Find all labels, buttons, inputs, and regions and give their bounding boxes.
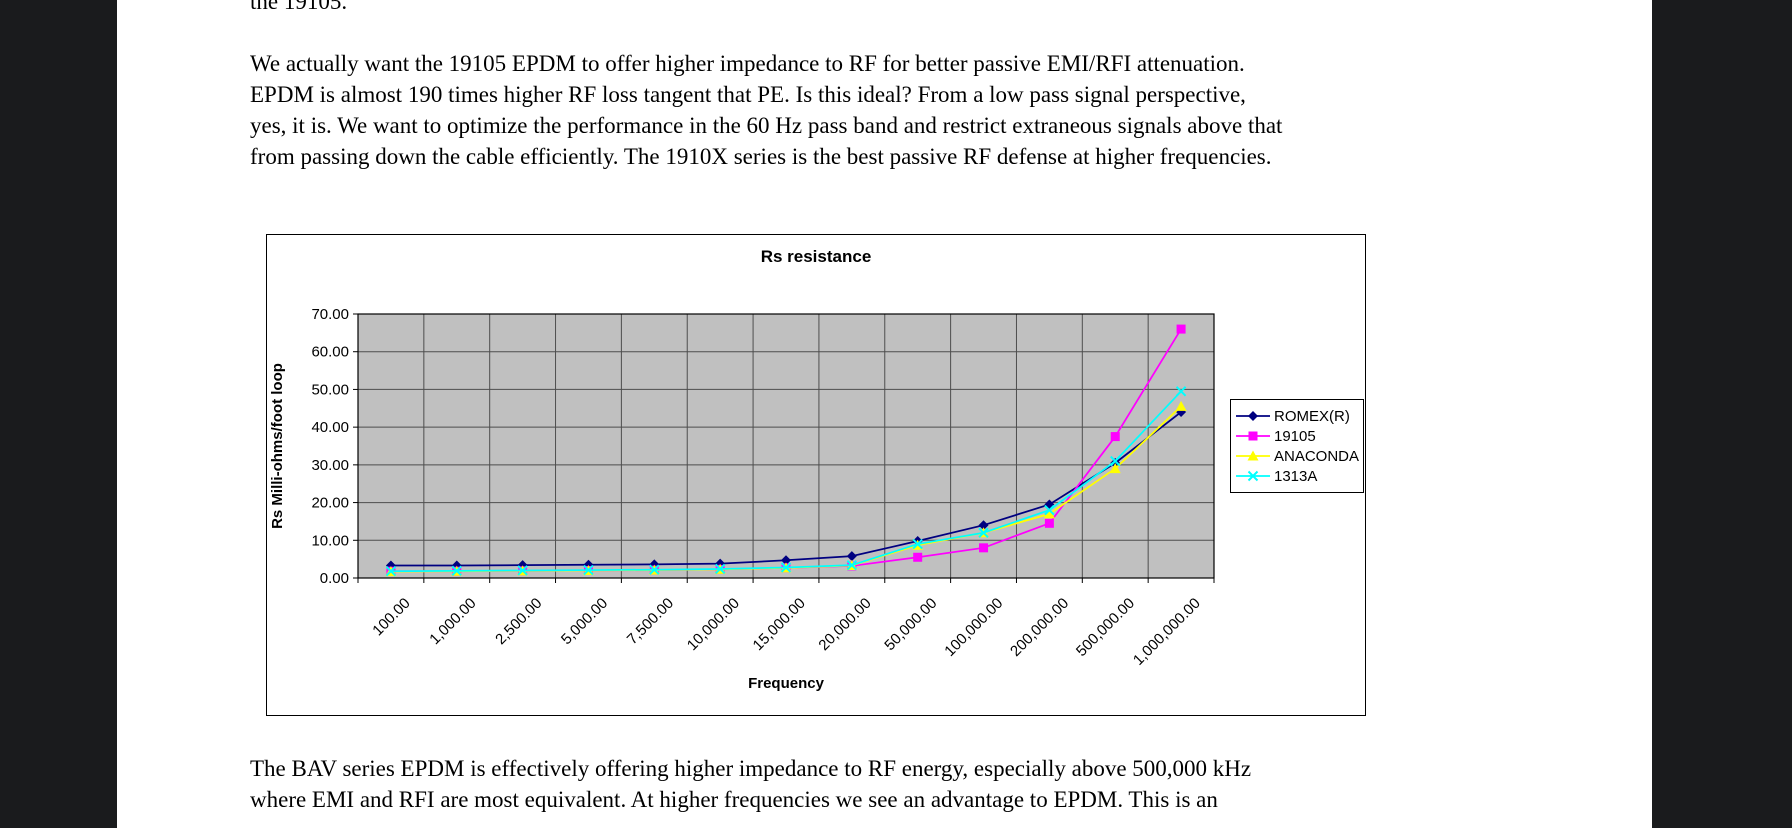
body-text-line: where EMI and RFI are most equivalent. A…: [250, 787, 1218, 812]
legend-marker-icon: [1236, 431, 1270, 441]
y-tick-label: 0.00: [320, 570, 349, 587]
diamond-marker: [385, 560, 396, 571]
y-tick-label: 40.00: [311, 419, 349, 436]
y-tick-label: 70.00: [311, 306, 349, 323]
legend-item: ANACONDA: [1236, 446, 1359, 466]
x-marker: [1247, 470, 1259, 482]
rs-resistance-chart: Rs resistance Rs Milli-ohms/foot loop 0.…: [266, 234, 1366, 716]
body-text-line: yes, it is. We want to optimize the perf…: [250, 113, 1283, 138]
chart-plot-area: 0.00 10.00 20.00 30.00 40.00 50.00 60.00 70.00 1…: [311, 306, 1215, 669]
x-marker: [912, 538, 923, 550]
x-tick-label: 1,000,000.00: [1130, 595, 1204, 669]
chart-legend: ROMEX(R) 19105 ANACONDA 1313A: [1230, 399, 1364, 493]
square-marker: [1176, 324, 1186, 334]
diamond-marker: [1248, 411, 1258, 421]
x-tick-label: 5,000.00: [558, 595, 611, 648]
triangle-marker: [1175, 400, 1187, 411]
x-marker: [385, 566, 397, 577]
diamond-marker: [978, 520, 989, 531]
plot-border: [357, 313, 1215, 579]
legend-marker-icon: [1236, 411, 1270, 421]
body-text-line: the 19105.: [250, 0, 348, 14]
document-page: the 19105. We actually want the 19105 EP…: [117, 0, 1652, 828]
x-marker: [780, 562, 792, 573]
plot-background: [358, 314, 1214, 578]
chart-title: Rs resistance: [760, 247, 872, 266]
y-tick-label: 10.00: [311, 532, 349, 549]
square-marker: [1248, 431, 1258, 441]
y-tick-label: 60.00: [311, 344, 349, 361]
legend-label: ANACONDA: [1274, 447, 1360, 465]
square-marker: [1110, 432, 1120, 442]
x-tick-label: 200,000.00: [1007, 595, 1072, 660]
x-tick-label: 1,000.00: [426, 595, 479, 648]
x-tick-label: 100.00: [369, 595, 413, 639]
x-tick-label: 2,500.00: [492, 595, 545, 648]
x-marker: [583, 564, 594, 576]
triangle-marker: [1043, 508, 1055, 519]
x-marker: [1110, 455, 1121, 467]
diamond-marker: [451, 560, 462, 571]
x-tick-label: 7,500.00: [624, 595, 677, 648]
triangle-marker: [1247, 450, 1259, 461]
legend-label: 1313A: [1274, 467, 1318, 485]
square-marker: [1044, 518, 1054, 528]
legend-label: 19105: [1274, 427, 1316, 445]
body-text-line: We actually want the 19105 EPDM to offer…: [250, 51, 1245, 76]
square-marker: [913, 552, 923, 562]
x-tick-label: 15,000.00: [750, 595, 809, 654]
x-marker: [517, 565, 528, 576]
x-marker: [846, 559, 858, 571]
diamond-marker: [1176, 407, 1187, 418]
paragraph-1: We actually want the 19105 EPDM to offer…: [250, 48, 1652, 172]
x-tick-label: 100,000.00: [941, 595, 1006, 660]
body-text-line: The BAV series EPDM is effectively offer…: [250, 756, 1252, 781]
x-marker: [451, 565, 462, 577]
x-marker: [714, 563, 726, 575]
paragraph-2: The BAV series EPDM is effectively offer…: [250, 753, 1652, 815]
x-tick-label: 500,000.00: [1073, 595, 1138, 660]
triangle-marker: [1109, 463, 1121, 474]
clipped-text-line: the 19105.: [250, 0, 1652, 17]
y-tick-label: 30.00: [311, 457, 349, 474]
x-tick-label: 50,000.00: [881, 595, 940, 654]
legend-marker-icon: [1236, 450, 1270, 461]
legend-item: 19105: [1236, 426, 1359, 446]
x-tick-label: 20,000.00: [815, 595, 874, 654]
diamond-marker: [846, 551, 857, 562]
x-tick-label: 10,000.00: [684, 595, 743, 654]
body-text-line: from passing down the cable efficiently.…: [250, 144, 1272, 169]
x-marker: [1044, 504, 1055, 516]
legend-label: ROMEX(R): [1274, 407, 1350, 425]
diamond-marker: [781, 555, 791, 566]
body-text-line: EPDM is almost 190 times higher RF loss …: [250, 82, 1246, 107]
square-marker: [979, 543, 989, 553]
y-tick-label: 20.00: [311, 495, 349, 512]
x-marker: [1175, 386, 1187, 397]
x-marker: [649, 564, 660, 575]
legend-marker-icon: [1236, 470, 1270, 482]
legend-item: ROMEX(R): [1236, 406, 1359, 426]
x-marker: [978, 527, 989, 538]
legend-item: 1313A: [1236, 466, 1359, 486]
x-axis-title: Frequency: [748, 675, 824, 692]
y-tick-label: 50.00: [311, 381, 349, 398]
